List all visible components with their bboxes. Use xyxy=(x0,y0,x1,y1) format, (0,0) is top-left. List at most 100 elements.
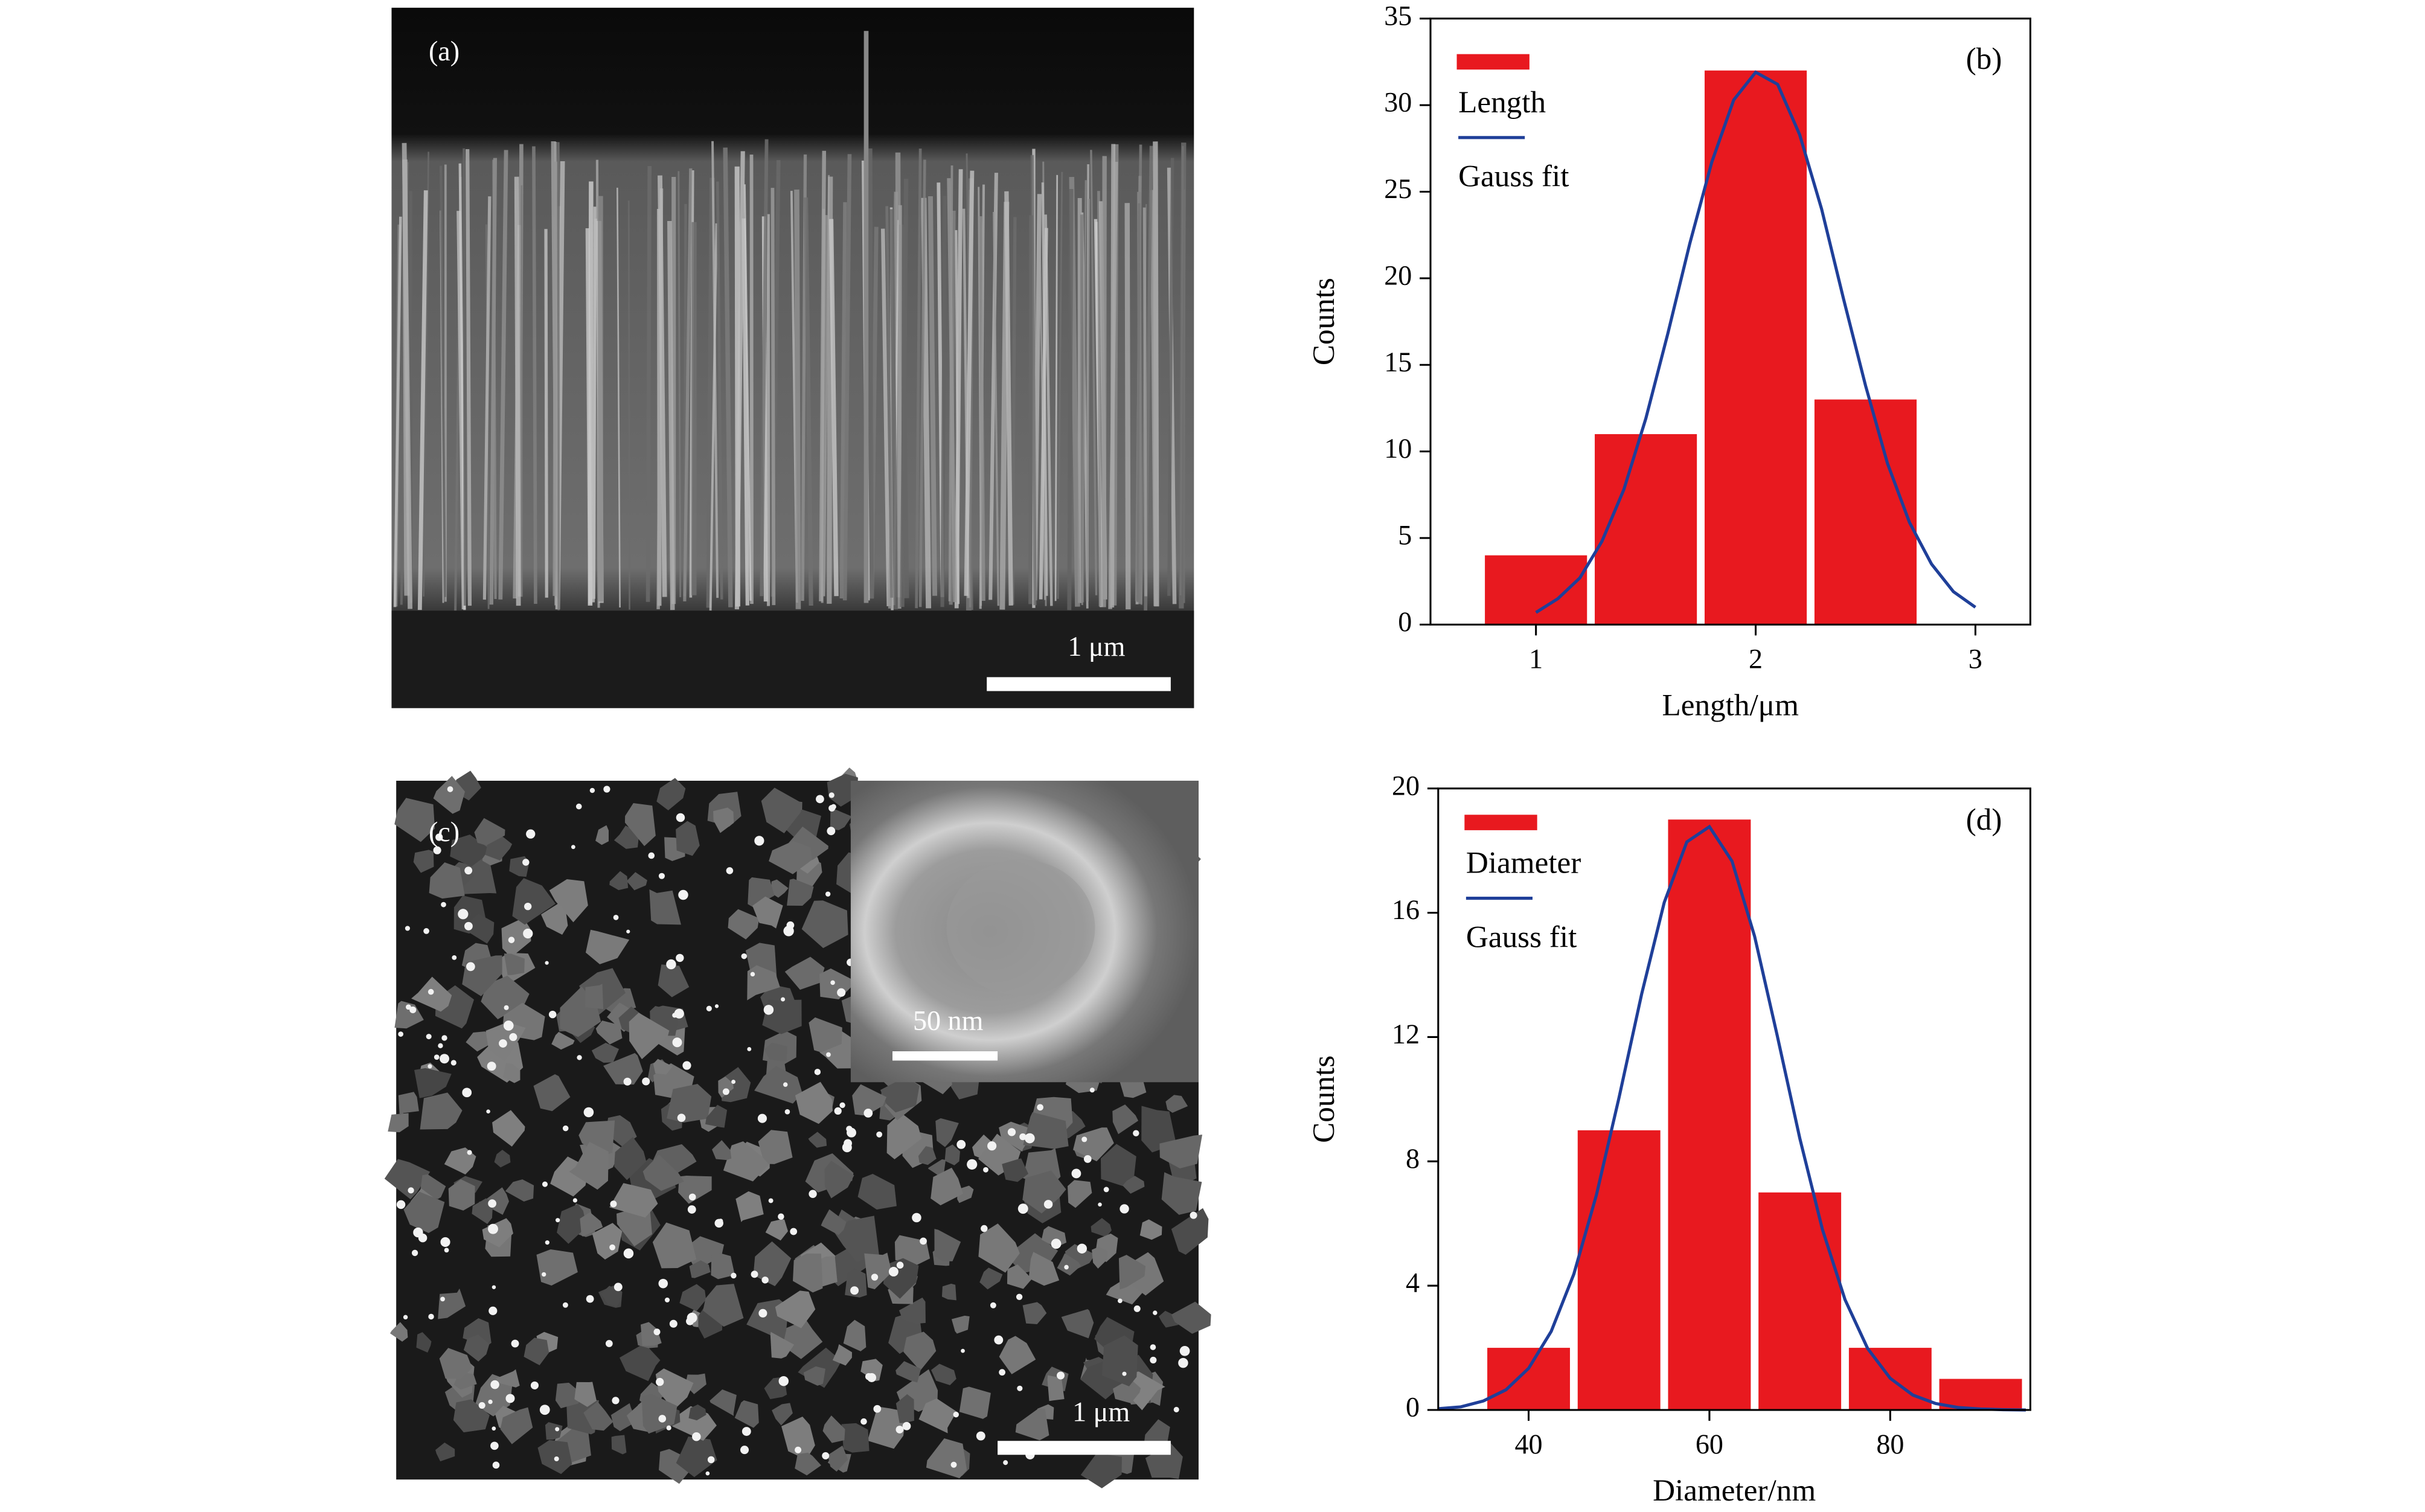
particle xyxy=(669,1319,678,1328)
particle xyxy=(783,1082,788,1087)
particle xyxy=(486,1109,490,1114)
grain xyxy=(1165,1095,1188,1113)
y-tick-label: 20 xyxy=(1392,770,1420,801)
x-tick-label: 80 xyxy=(1876,1429,1904,1459)
grain xyxy=(592,1223,623,1260)
particle xyxy=(1017,1203,1028,1214)
particle xyxy=(1153,1310,1158,1315)
particle xyxy=(1071,1168,1081,1179)
y-axis-label: Counts xyxy=(1307,1056,1341,1143)
nanowire xyxy=(964,170,975,596)
particle xyxy=(545,961,549,965)
particle xyxy=(678,889,688,900)
particle xyxy=(575,803,582,810)
bar xyxy=(1485,555,1587,625)
nanowire xyxy=(1179,143,1187,609)
particle xyxy=(509,1033,517,1041)
particle xyxy=(896,1261,904,1269)
particle xyxy=(1120,1204,1129,1214)
particle xyxy=(731,1080,736,1084)
x-tick-label: 60 xyxy=(1696,1429,1723,1459)
nanowire xyxy=(1150,190,1158,606)
grain xyxy=(689,1260,711,1278)
grain xyxy=(429,862,465,899)
particle xyxy=(642,1077,650,1086)
grain xyxy=(569,1141,609,1190)
particle xyxy=(577,1055,582,1060)
nanowire xyxy=(889,209,899,610)
grain xyxy=(895,1394,914,1423)
x-tick-label: 40 xyxy=(1514,1429,1542,1459)
grain xyxy=(649,889,681,925)
particle xyxy=(830,980,835,985)
grain xyxy=(821,1209,847,1235)
particle xyxy=(433,846,441,854)
nanowire xyxy=(585,228,592,604)
particle xyxy=(757,1113,767,1123)
nanowire xyxy=(1142,207,1148,597)
particle xyxy=(423,928,429,934)
particle xyxy=(452,955,457,960)
nanowire xyxy=(978,216,985,601)
particle xyxy=(398,1031,403,1037)
grain xyxy=(540,903,568,935)
particle xyxy=(741,953,747,959)
particle xyxy=(718,1219,723,1223)
particle xyxy=(440,1237,450,1248)
grain xyxy=(827,1445,848,1472)
grain xyxy=(712,1140,732,1161)
particle xyxy=(523,928,533,939)
y-axis-label: Counts xyxy=(1307,278,1341,365)
grain xyxy=(931,1363,956,1386)
particle xyxy=(742,1427,751,1436)
particle xyxy=(751,1270,758,1278)
grain xyxy=(676,1436,717,1478)
grain xyxy=(609,1183,658,1218)
particle xyxy=(1064,1264,1069,1270)
particle xyxy=(435,833,443,841)
grain xyxy=(1144,1419,1170,1448)
grain xyxy=(830,809,852,830)
grain xyxy=(611,1435,627,1455)
grain xyxy=(624,803,656,847)
nanowire xyxy=(821,215,829,597)
particle xyxy=(545,1240,549,1245)
particle xyxy=(981,1225,988,1232)
plot-frame xyxy=(1437,787,2031,1411)
grain xyxy=(474,818,505,846)
grain xyxy=(492,1110,525,1147)
bar xyxy=(1704,70,1807,625)
grain xyxy=(1073,1127,1114,1162)
particle xyxy=(1098,1202,1102,1207)
grain xyxy=(927,1159,946,1176)
particle xyxy=(499,1039,507,1048)
grain xyxy=(1091,1218,1112,1237)
particle xyxy=(674,1008,684,1019)
grain xyxy=(500,1407,533,1444)
particle xyxy=(863,1109,873,1118)
grain xyxy=(685,1236,725,1269)
particle xyxy=(731,1272,737,1279)
particle xyxy=(409,1006,417,1014)
particle xyxy=(814,1069,821,1075)
nanowire xyxy=(1086,199,1090,601)
grain xyxy=(880,1076,920,1113)
particle xyxy=(1173,1406,1179,1413)
nanowire xyxy=(645,165,652,602)
panel-label: (d) xyxy=(1966,802,2002,837)
nanowire xyxy=(1081,180,1087,606)
nanowire xyxy=(553,161,558,596)
grain xyxy=(713,807,734,833)
particle xyxy=(1178,1357,1188,1368)
grain xyxy=(512,878,556,925)
nanowire xyxy=(709,223,718,611)
particle xyxy=(726,867,734,874)
particle xyxy=(658,873,665,879)
grain xyxy=(448,1179,475,1211)
grain xyxy=(629,1013,670,1060)
grain xyxy=(482,1218,513,1248)
fit-line xyxy=(1438,824,2026,1412)
particle xyxy=(825,891,831,897)
scale-bar-label: 1 μm xyxy=(1072,1396,1130,1427)
particle xyxy=(539,1405,550,1415)
